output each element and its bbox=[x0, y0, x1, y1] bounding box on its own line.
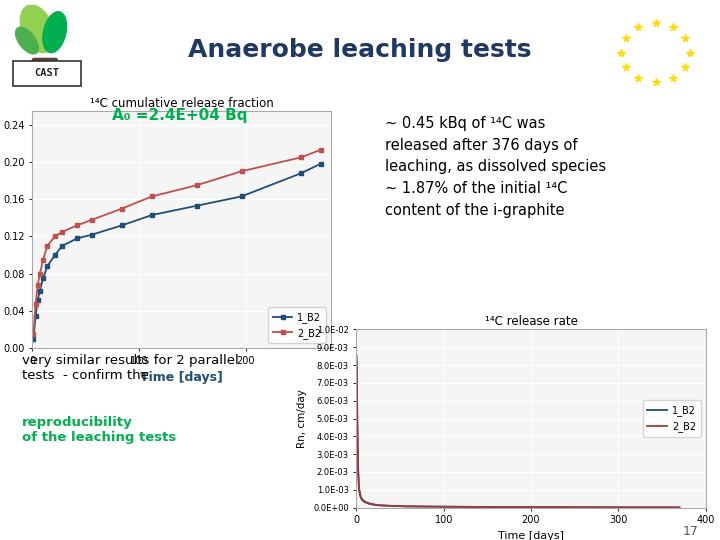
X-axis label: Time [days]: Time [days] bbox=[140, 372, 223, 384]
1_B2 bbox=[50, 252, 59, 258]
1_B2 bbox=[192, 202, 201, 209]
1_B2 bbox=[117, 222, 127, 228]
Text: 17: 17 bbox=[683, 524, 698, 538]
2_B2 bbox=[358, 496, 366, 503]
2_B2 bbox=[361, 498, 369, 505]
2_B2 bbox=[50, 233, 59, 240]
2_B2 bbox=[377, 502, 385, 509]
2_B2 bbox=[355, 485, 364, 491]
X-axis label: Time [days]: Time [days] bbox=[498, 531, 564, 540]
Ellipse shape bbox=[16, 27, 38, 54]
1_B2 bbox=[356, 495, 365, 501]
1_B2 bbox=[623, 504, 631, 511]
Text: reproducibility
of the leaching tests: reproducibility of the leaching tests bbox=[22, 416, 176, 444]
2_B2 bbox=[316, 146, 325, 153]
2_B2 bbox=[426, 503, 434, 510]
1_B2 bbox=[352, 358, 361, 365]
Line: 1_B2: 1_B2 bbox=[356, 361, 680, 508]
1_B2 bbox=[29, 336, 37, 342]
2_B2 bbox=[33, 282, 42, 288]
2_B2 bbox=[487, 504, 495, 510]
Line: 2_B2: 2_B2 bbox=[31, 147, 323, 337]
2_B2 bbox=[297, 154, 305, 160]
1_B2 bbox=[377, 502, 385, 509]
1_B2 bbox=[572, 504, 581, 510]
Ellipse shape bbox=[20, 5, 54, 52]
2_B2 bbox=[352, 353, 361, 360]
1_B2 bbox=[238, 193, 246, 200]
1_B2 bbox=[148, 212, 156, 218]
2_B2 bbox=[572, 504, 581, 510]
1_B2 bbox=[364, 501, 373, 507]
1_B2 bbox=[361, 499, 369, 505]
Text: ~ 0.45 kBq of ¹⁴C was
released after 376 days of
leaching, as dissolved species
: ~ 0.45 kBq of ¹⁴C was released after 376… bbox=[385, 116, 606, 218]
1_B2 bbox=[523, 504, 532, 510]
2_B2 bbox=[364, 500, 373, 507]
1_B2 bbox=[33, 296, 42, 303]
2_B2 bbox=[370, 501, 379, 508]
Line: 1_B2: 1_B2 bbox=[31, 161, 323, 341]
Legend: 1_B2, 2_B2: 1_B2, 2_B2 bbox=[268, 307, 326, 343]
2_B2 bbox=[73, 222, 81, 228]
2_B2 bbox=[238, 168, 246, 174]
1_B2 bbox=[358, 497, 366, 504]
2_B2 bbox=[58, 228, 67, 235]
2_B2 bbox=[401, 503, 410, 510]
1_B2 bbox=[354, 469, 362, 475]
2_B2 bbox=[389, 503, 397, 509]
2_B2 bbox=[353, 411, 361, 418]
2_B2 bbox=[29, 331, 37, 338]
Text: very similar results for 2 parallel
tests  - confirm the: very similar results for 2 parallel test… bbox=[22, 354, 238, 382]
1_B2 bbox=[58, 242, 67, 249]
Ellipse shape bbox=[43, 12, 66, 52]
Text: CAST: CAST bbox=[35, 68, 59, 78]
2_B2 bbox=[354, 465, 362, 471]
2_B2 bbox=[39, 256, 48, 263]
1_B2 bbox=[43, 263, 52, 269]
1_B2 bbox=[401, 503, 410, 510]
2_B2 bbox=[450, 503, 459, 510]
Y-axis label: Rn, cm/day: Rn, cm/day bbox=[297, 389, 307, 448]
Line: 2_B2: 2_B2 bbox=[356, 356, 680, 508]
2_B2 bbox=[43, 242, 52, 249]
1_B2 bbox=[353, 419, 361, 426]
1_B2 bbox=[73, 235, 81, 241]
1_B2 bbox=[35, 287, 44, 294]
Title: ¹⁴C release rate: ¹⁴C release rate bbox=[485, 315, 577, 328]
2_B2 bbox=[35, 271, 44, 277]
Legend: 1_B2, 2_B2: 1_B2, 2_B2 bbox=[642, 400, 701, 437]
1_B2 bbox=[389, 503, 397, 509]
1_B2 bbox=[370, 502, 379, 508]
2_B2 bbox=[356, 494, 365, 500]
Text: A₀ =2.4E+04 Bq: A₀ =2.4E+04 Bq bbox=[112, 108, 247, 123]
2_B2 bbox=[31, 300, 40, 307]
FancyBboxPatch shape bbox=[13, 60, 81, 86]
1_B2 bbox=[88, 231, 96, 238]
1_B2 bbox=[675, 504, 684, 511]
1_B2 bbox=[39, 275, 48, 282]
2_B2 bbox=[523, 504, 532, 510]
1_B2 bbox=[31, 313, 40, 319]
2_B2 bbox=[192, 182, 201, 188]
2_B2 bbox=[623, 504, 631, 511]
1_B2 bbox=[487, 504, 495, 510]
1_B2 bbox=[297, 170, 305, 177]
2_B2 bbox=[675, 504, 684, 511]
1_B2 bbox=[450, 504, 459, 510]
1_B2 bbox=[426, 503, 434, 510]
Text: Anaerobe leaching tests: Anaerobe leaching tests bbox=[188, 38, 532, 62]
2_B2 bbox=[88, 217, 96, 223]
Title: ¹⁴C cumulative release fraction: ¹⁴C cumulative release fraction bbox=[90, 97, 274, 110]
1_B2 bbox=[355, 487, 364, 493]
2_B2 bbox=[148, 193, 156, 200]
1_B2 bbox=[316, 160, 325, 167]
2_B2 bbox=[117, 205, 127, 212]
